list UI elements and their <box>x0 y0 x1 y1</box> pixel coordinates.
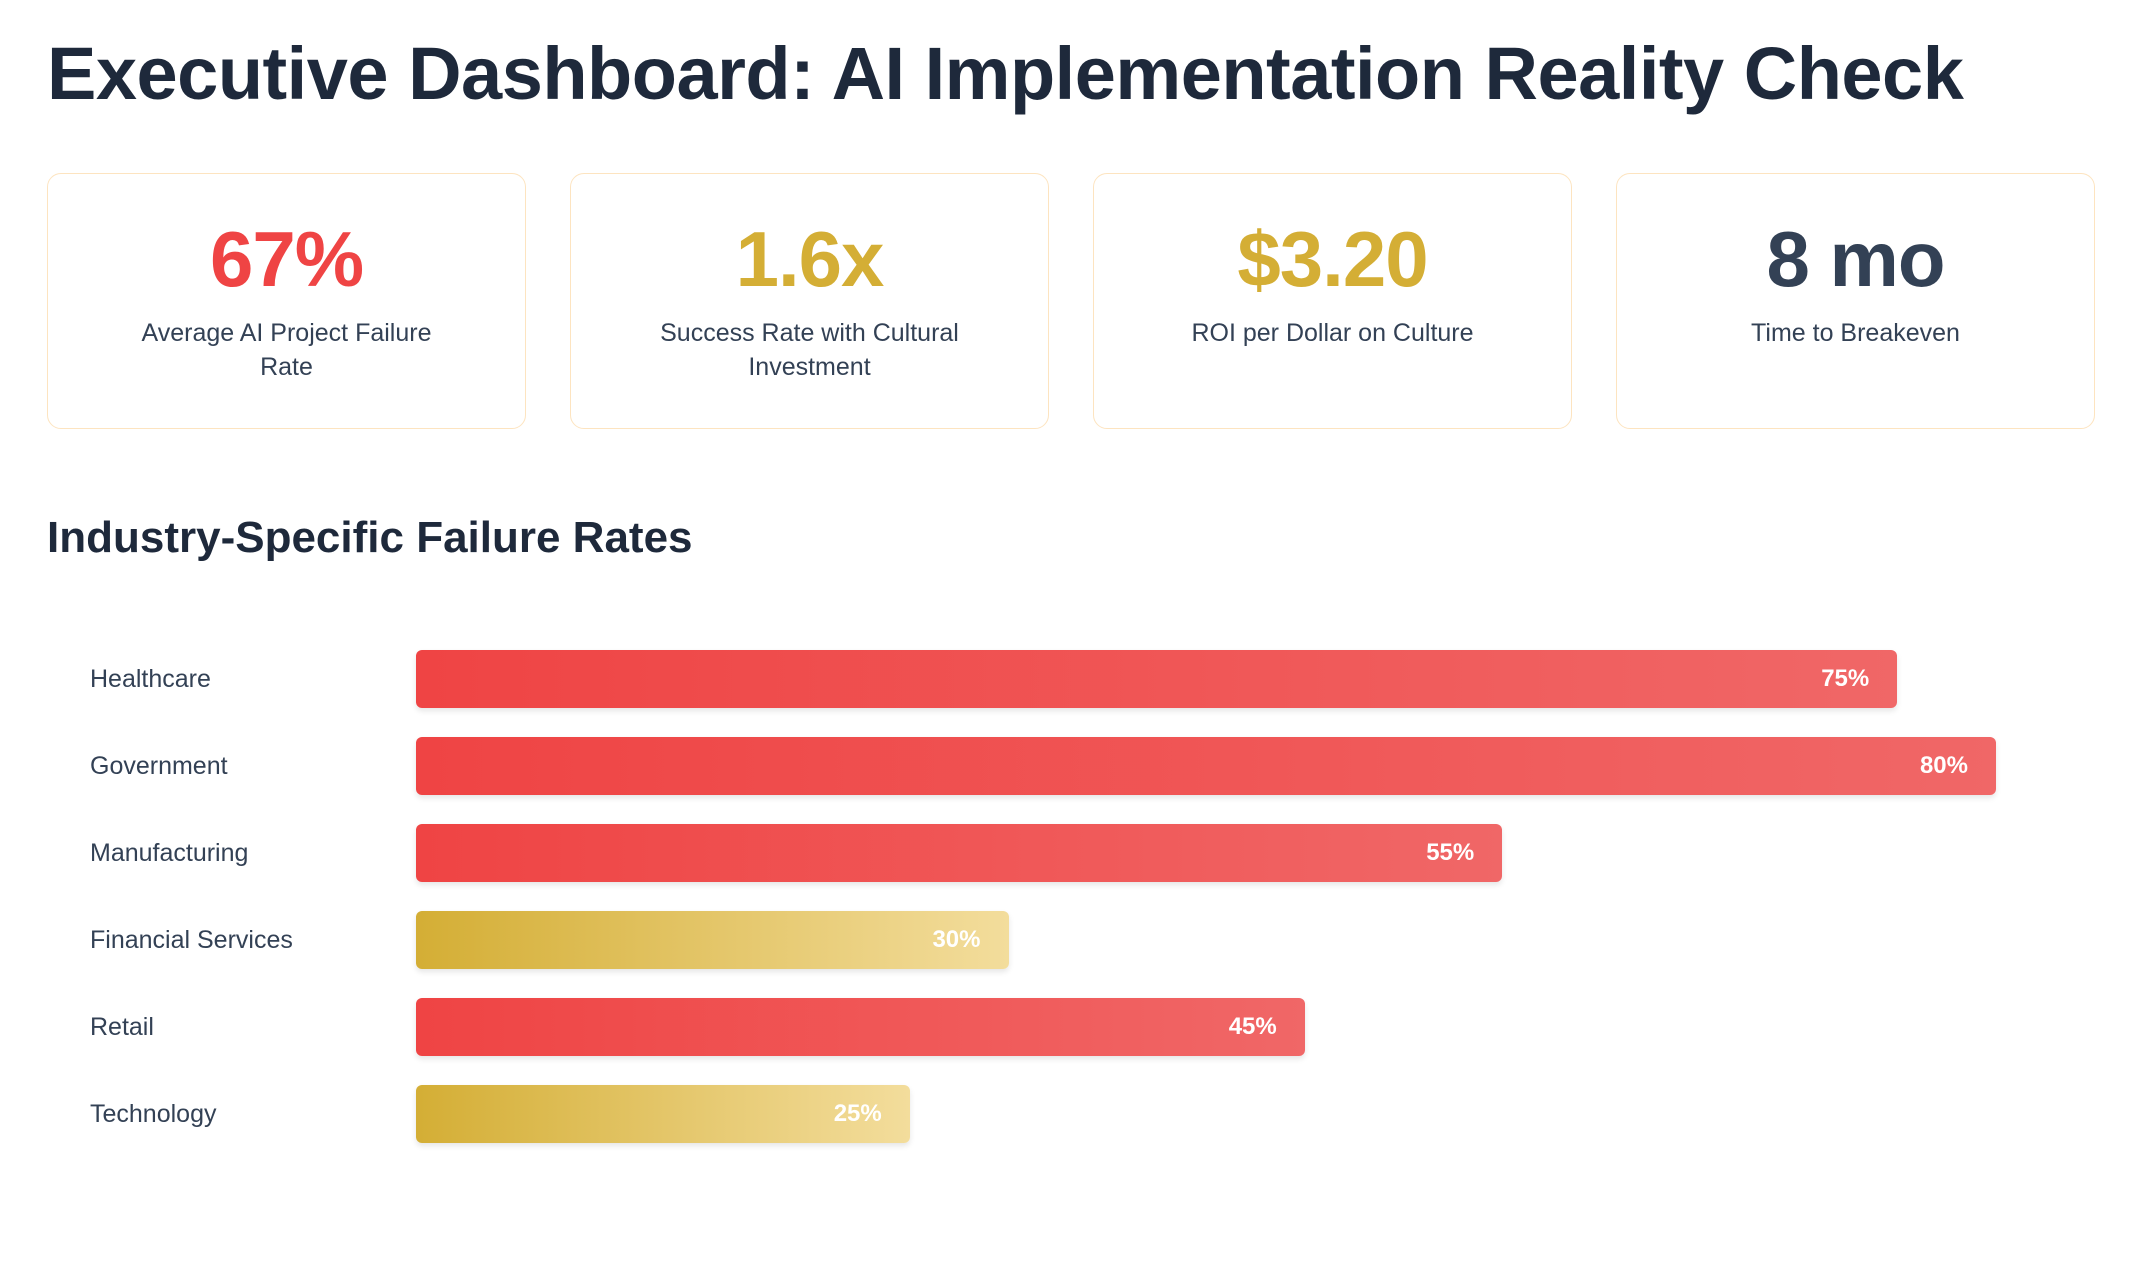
failure-rate-bar-chart: Healthcare 75% Government 80% Manufacturing 5… <box>0 640 2142 1160</box>
bar-value-label: 55% <box>1426 839 1475 866</box>
bar-value-label: 80% <box>1919 752 1968 779</box>
kpi-label: Time to Breakeven <box>1751 319 1960 347</box>
bar: 55% <box>416 824 1503 882</box>
kpi-row: 67% Average AI Project Failure Rate 1.6x… <box>47 173 2095 429</box>
category-label: Financial Services <box>90 926 293 954</box>
section-title: Industry-Specific Failure Rates <box>47 513 693 562</box>
bar-value-label: 45% <box>1228 1013 1277 1040</box>
bar-row: Technology 25% <box>0 1085 2142 1143</box>
kpi-value: 8 mo <box>1766 215 1945 303</box>
kpi-value: 1.6x <box>735 215 885 303</box>
kpi-value: $3.20 <box>1237 215 1428 303</box>
bar: 30% <box>416 911 1009 969</box>
bar-value-label: 25% <box>833 1100 882 1127</box>
kpi-card-breakeven: 8 mo Time to Breakeven <box>1616 173 2095 429</box>
page-title: Executive Dashboard: AI Implementation R… <box>47 32 1964 115</box>
kpi-value: 67% <box>209 215 364 303</box>
bar: 75% <box>416 650 1898 708</box>
category-label: Manufacturing <box>90 839 249 867</box>
bar-value-label: 30% <box>932 926 981 953</box>
kpi-card-roi: $3.20 ROI per Dollar on Culture <box>1093 173 1572 429</box>
kpi-card-success-rate: 1.6x Success Rate with Cultural Investme… <box>570 173 1049 429</box>
kpi-label: ROI per Dollar on Culture <box>1191 319 1474 347</box>
bar-row: Retail 45% <box>0 998 2142 1056</box>
bar: 45% <box>416 998 1305 1056</box>
category-label: Retail <box>90 1013 154 1041</box>
bar-row: Financial Services 30% <box>0 911 2142 969</box>
category-label: Healthcare <box>90 665 211 693</box>
bar-row: Manufacturing 55% <box>0 824 2142 882</box>
kpi-card-failure-rate: 67% Average AI Project Failure Rate <box>47 173 526 429</box>
kpi-label: Average AI Project Failure Rate <box>141 319 432 381</box>
category-label: Government <box>90 752 228 780</box>
bar-row: Government 80% <box>0 737 2142 795</box>
kpi-label: Success Rate with Cultural Investment <box>660 319 959 381</box>
bar-value-label: 75% <box>1821 665 1870 692</box>
bar: 80% <box>416 737 1996 795</box>
category-label: Technology <box>90 1100 217 1128</box>
bar: 25% <box>416 1085 910 1143</box>
bar-row: Healthcare 75% <box>0 650 2142 708</box>
